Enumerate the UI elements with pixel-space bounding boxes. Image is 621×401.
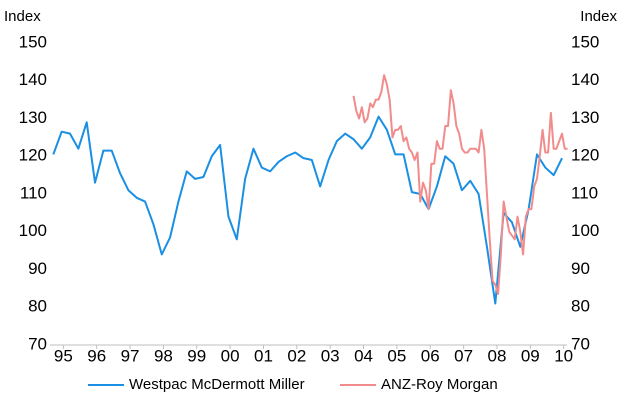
x-tick-label: 10 xyxy=(554,346,573,365)
x-tick-label: 96 xyxy=(87,346,106,365)
y2-tick-label: 140 xyxy=(571,70,599,89)
x-tick-label: 01 xyxy=(254,346,273,365)
y-tick-label: 100 xyxy=(19,221,47,240)
y-tick-label: 120 xyxy=(19,146,47,165)
y2-tick-label: 150 xyxy=(571,32,599,51)
y2-tick-label: 110 xyxy=(571,183,598,202)
x-tick-label: 09 xyxy=(521,346,540,365)
x-tick-label: 05 xyxy=(387,346,406,365)
series-line xyxy=(52,115,563,305)
x-tick-label: 03 xyxy=(321,346,340,365)
x-tick-label: 99 xyxy=(187,346,206,365)
x-tick-label: 02 xyxy=(287,346,306,365)
x-tick-label: 07 xyxy=(454,346,473,365)
y2-tick-label: 120 xyxy=(571,146,599,165)
y2-axis-label: Index xyxy=(580,8,617,25)
x-tick-label: 98 xyxy=(154,346,173,365)
x-tick-label: 04 xyxy=(354,346,373,365)
y-axis-label: Index xyxy=(4,8,41,25)
x-tick-label: 95 xyxy=(54,346,73,365)
y2-tick-label: 130 xyxy=(571,108,599,127)
y-tick-label: 110 xyxy=(20,183,47,202)
x-tick-label: 08 xyxy=(487,346,506,365)
legend-label: Westpac McDermott Miller xyxy=(129,376,305,393)
y-tick-label: 140 xyxy=(19,70,47,89)
y-tick-label: 70 xyxy=(28,334,47,353)
y2-tick-label: 100 xyxy=(571,221,599,240)
x-tick-label: 06 xyxy=(421,346,440,365)
y-tick-label: 90 xyxy=(28,259,47,278)
y-tick-label: 80 xyxy=(28,297,47,316)
y-tick-label: 150 xyxy=(19,32,47,51)
y2-tick-label: 70 xyxy=(571,334,590,353)
y2-tick-label: 80 xyxy=(571,297,590,316)
x-tick-label: 97 xyxy=(121,346,140,365)
series-line xyxy=(352,74,568,296)
x-tick-label: 00 xyxy=(221,346,240,365)
legend-label: ANZ-Roy Morgan xyxy=(381,376,498,393)
y-tick-label: 130 xyxy=(19,108,47,127)
y2-tick-label: 90 xyxy=(571,259,590,278)
